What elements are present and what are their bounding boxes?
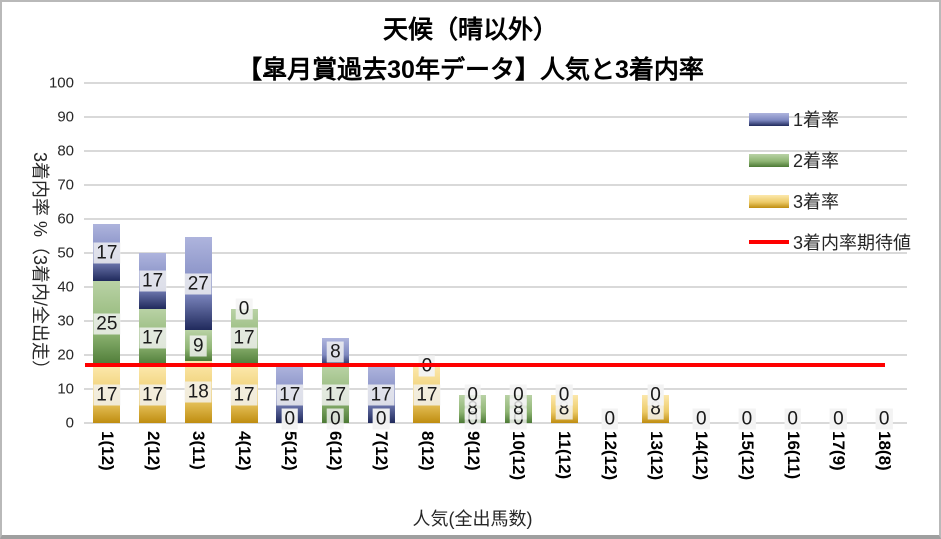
x-tick-label: 5(12) — [280, 431, 300, 471]
data-label-rank2: 0 — [281, 408, 299, 430]
gridline — [84, 82, 907, 84]
x-tick-label: 16(11) — [783, 431, 803, 480]
gridline — [84, 150, 907, 152]
y-axis-title: 3着内率 %（3着内/全出走） — [30, 152, 50, 379]
data-label-rank1: 0 — [235, 298, 253, 320]
data-label-rank1: 0 — [692, 408, 710, 430]
x-axis-title: 人気(全出馬数) — [412, 509, 533, 529]
legend-item-rank3: 3着率 — [749, 190, 839, 212]
data-label-rank1: 0 — [738, 408, 756, 430]
y-tick-label: 100 — [48, 74, 74, 92]
plot-area: 0 10 20 30 40 50 60 70 80 90 100 17 25 17 1(12) 17 17 17 2… — [49, 75, 907, 480]
data-label-rank1: 17 — [93, 242, 121, 264]
x-tick-label: 6(12) — [326, 431, 346, 471]
y-tick-label: 70 — [57, 176, 74, 194]
data-label-rank3: 0 — [327, 408, 344, 430]
data-label-rank1: 0 — [784, 408, 801, 430]
legend-swatch-rank3 — [749, 194, 789, 208]
data-label-rank1: 0 — [830, 408, 847, 430]
y-tick-label: 80 — [57, 142, 74, 160]
x-tick-label: 2(12) — [143, 431, 163, 471]
chart-title: 天候（晴以外） — [382, 16, 558, 44]
data-label-rank1: 17 — [367, 384, 395, 406]
x-tick-label: 11(12) — [555, 431, 575, 480]
x-tick-label: 7(12) — [372, 431, 392, 471]
x-tick-label: 9(12) — [463, 431, 483, 471]
legend-item-rank1: 1着率 — [749, 108, 839, 130]
y-tick-label: 0 — [65, 414, 74, 432]
gridline — [84, 252, 907, 254]
data-label-rank1: 27 — [184, 273, 212, 295]
data-label-rank2: 9 — [190, 335, 207, 357]
data-label-rank3: 18 — [184, 381, 212, 403]
y-tick-label: 90 — [57, 108, 74, 126]
data-label-rank3: 17 — [139, 384, 167, 406]
chart-title-block: 天候（晴以外） 【皐月賞過去30年データ】人気と3着内率 — [2, 10, 939, 90]
data-label-rank2: 17 — [230, 327, 258, 349]
gridline — [84, 116, 907, 118]
y-tick-label: 30 — [57, 312, 74, 330]
gridline — [84, 184, 907, 186]
data-label-rank1: 0 — [555, 384, 573, 406]
x-tick-label: 13(12) — [646, 431, 666, 481]
x-tick-label: 10(12) — [509, 431, 529, 481]
data-label-rank1: 17 — [276, 384, 304, 406]
x-tick-label: 15(12) — [737, 431, 757, 481]
legend-label: 3着率 — [793, 192, 840, 212]
data-label-rank2: 17 — [139, 327, 167, 349]
legend-swatch-rank1 — [749, 112, 789, 126]
legend-item-expected: 3着内率期待値 — [749, 231, 911, 253]
y-tick-label: 10 — [57, 380, 74, 398]
x-axis-line — [84, 422, 907, 424]
data-label-rank1: 0 — [510, 384, 527, 406]
legend-swatch-rank2 — [749, 153, 789, 167]
legend-item-rank2: 2着率 — [749, 149, 839, 171]
gridline — [84, 286, 907, 288]
gridline — [84, 218, 907, 220]
legend-label: 1着率 — [793, 110, 840, 130]
data-label-rank3: 17 — [413, 384, 441, 406]
gridline — [84, 354, 907, 356]
data-label-rank1: 0 — [875, 408, 893, 430]
y-tick-label: 40 — [57, 278, 74, 296]
y-tick-label: 20 — [57, 346, 74, 364]
data-label-rank2: 17 — [321, 384, 350, 406]
y-tick-label: 50 — [57, 244, 74, 262]
data-label-rank1: 0 — [464, 384, 481, 406]
x-tick-label: 8(12) — [417, 431, 437, 471]
x-tick-label: 4(12) — [235, 431, 255, 471]
x-tick-label: 1(12) — [97, 431, 117, 471]
x-tick-label: 18(8) — [875, 431, 895, 471]
data-label-rank3: 17 — [230, 384, 258, 406]
x-tick-label: 14(12) — [692, 431, 712, 481]
chart-subtitle: 【皐月賞過去30年データ】人気と3着内率 — [237, 56, 704, 84]
data-label-rank1: 0 — [601, 408, 619, 430]
data-label-rank3: 17 — [93, 384, 121, 406]
data-label-rank2: 0 — [372, 408, 390, 430]
x-tick-label: 17(9) — [829, 431, 849, 471]
x-tick-label: 12(12) — [600, 431, 620, 481]
gridline — [84, 388, 907, 390]
data-label-rank1: 17 — [139, 270, 167, 292]
x-tick-label: 3(11) — [189, 431, 209, 470]
legend-label: 3着内率期待値 — [793, 233, 912, 253]
legend-line-swatch — [749, 240, 789, 244]
data-label-rank2: 25 — [93, 313, 121, 335]
y-tick-label: 60 — [57, 210, 74, 228]
gridline — [84, 320, 907, 322]
expected-rate-line — [85, 362, 885, 367]
data-label-rank1: 0 — [647, 384, 664, 406]
data-label-rank1: 8 — [327, 341, 344, 363]
legend-label: 2着率 — [793, 151, 840, 171]
